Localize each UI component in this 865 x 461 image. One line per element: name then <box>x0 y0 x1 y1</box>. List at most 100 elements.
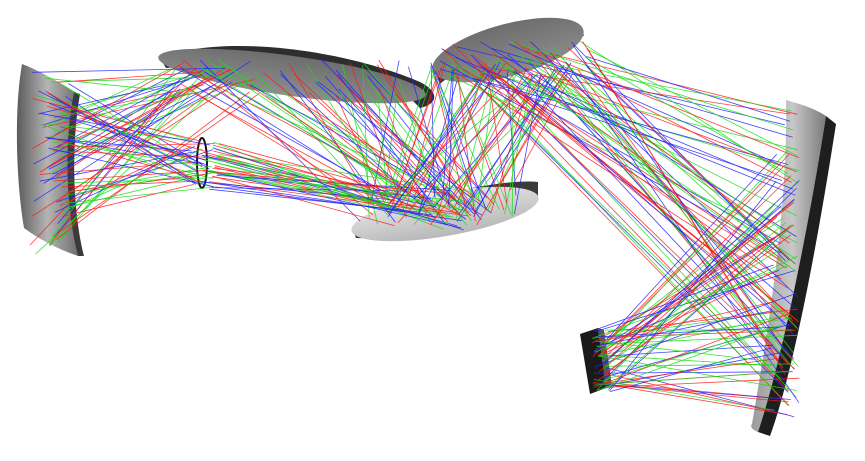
light-ray <box>600 231 785 349</box>
light-ray <box>508 41 794 131</box>
light-ray <box>430 67 500 210</box>
light-ray <box>214 186 432 216</box>
light-ray <box>597 314 790 357</box>
light-ray <box>44 77 180 93</box>
light-ray <box>529 64 781 237</box>
light-ray <box>606 344 774 357</box>
light-ray <box>596 324 785 391</box>
light-ray <box>446 73 546 207</box>
light-ray <box>198 66 422 203</box>
light-ray <box>45 136 203 165</box>
light-ray <box>530 41 799 298</box>
light-ray <box>60 83 198 167</box>
light-ray <box>47 92 197 185</box>
light-ray <box>474 73 789 406</box>
light-ray <box>50 76 232 83</box>
light-ray <box>514 69 783 357</box>
light-ray <box>586 47 786 375</box>
light-ray <box>218 143 397 192</box>
light-ray <box>392 66 443 205</box>
light-ray <box>608 357 780 383</box>
light-ray <box>203 156 443 208</box>
light-ray <box>435 74 551 206</box>
light-ray <box>315 82 466 220</box>
light-ray <box>602 302 772 342</box>
light-ray <box>216 173 432 200</box>
light-ray <box>507 54 796 309</box>
light-ray <box>502 78 797 398</box>
light-ray <box>597 355 797 391</box>
light-ray <box>182 59 374 216</box>
light-ray <box>477 66 496 201</box>
light-ray <box>32 98 200 142</box>
light-ray <box>594 208 776 352</box>
light-ray <box>65 95 198 185</box>
light-ray <box>35 83 222 255</box>
light-ray <box>490 47 793 138</box>
light-ray <box>451 68 512 216</box>
light-ray <box>179 67 388 198</box>
light-ray <box>499 64 797 217</box>
light-ray <box>596 317 792 348</box>
light-ray <box>572 44 786 351</box>
light-ray <box>451 69 527 212</box>
light-ray <box>381 70 431 211</box>
light-ray <box>430 62 476 198</box>
light-ray <box>378 86 431 223</box>
light-ray <box>524 67 797 173</box>
light-ray <box>454 61 789 393</box>
light-ray <box>504 76 790 327</box>
light-ray <box>408 66 451 209</box>
light-ray <box>514 41 790 244</box>
light-ray <box>588 49 798 157</box>
light-ray <box>320 58 474 214</box>
light-ray <box>592 237 775 344</box>
light-ray <box>200 181 391 200</box>
light-ray <box>57 77 182 225</box>
light-ray <box>492 52 781 259</box>
light-ray <box>435 70 485 218</box>
light-ray <box>39 161 197 175</box>
light-ray <box>550 43 794 354</box>
light-ray <box>32 67 226 73</box>
light-ray <box>592 382 791 400</box>
light-ray <box>52 85 193 152</box>
light-ray <box>45 90 199 183</box>
light-ray <box>65 117 208 162</box>
right-mirror <box>751 100 836 436</box>
light-ray <box>191 84 417 211</box>
light-ray <box>596 310 771 347</box>
light-ray <box>413 73 569 225</box>
light-ray <box>31 84 234 218</box>
light-ray <box>592 154 777 355</box>
light-ray <box>485 62 508 204</box>
light-ray <box>62 184 194 217</box>
light-ray <box>46 105 205 152</box>
light-ray <box>177 64 466 219</box>
light-ray <box>69 138 207 178</box>
light-ray <box>474 59 796 370</box>
light-ray <box>508 43 782 166</box>
light-ray <box>594 270 795 333</box>
light-ray <box>602 325 781 381</box>
light-ray <box>212 175 395 226</box>
light-ray <box>601 154 790 347</box>
light-ray <box>430 65 435 198</box>
light-ray <box>514 75 541 215</box>
light-ray <box>354 98 460 215</box>
light-ray <box>397 73 532 224</box>
light-ray <box>609 199 795 358</box>
light-ray <box>32 62 184 149</box>
light-ray <box>418 77 459 215</box>
light-ray <box>595 265 789 338</box>
light-ray <box>335 74 472 217</box>
light-ray <box>39 67 226 173</box>
light-ray <box>59 187 212 205</box>
upper-right-fold-mirror <box>432 17 584 84</box>
light-ray <box>463 69 787 269</box>
light-ray <box>52 67 233 165</box>
light-ray <box>56 73 192 148</box>
light-ray <box>604 269 780 345</box>
light-ray <box>606 224 794 390</box>
